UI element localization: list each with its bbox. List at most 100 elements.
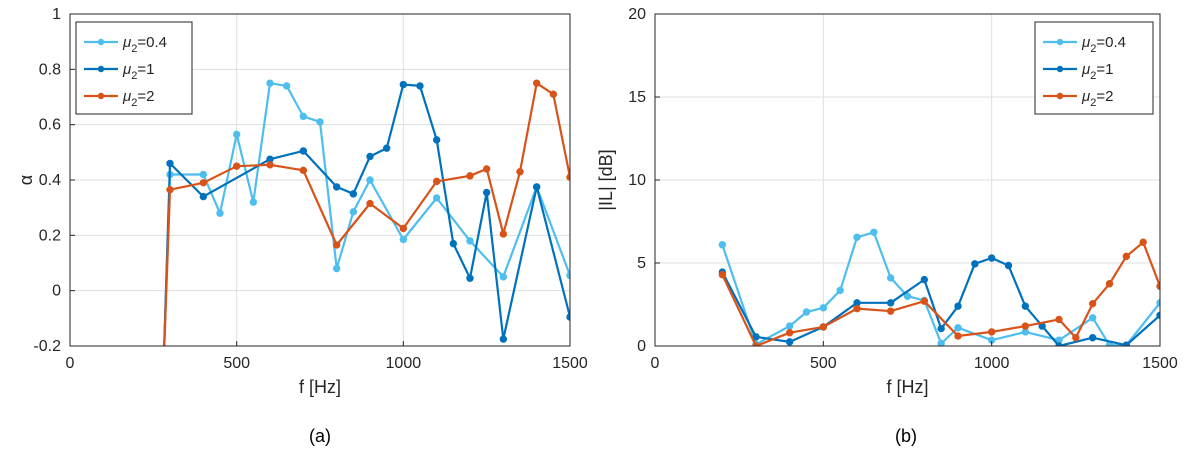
data-point <box>366 199 374 208</box>
data-point <box>1055 315 1063 324</box>
data-point <box>987 328 996 336</box>
legend-entry: μ2=2 <box>1043 88 1113 109</box>
legend-swatch-marker <box>97 38 105 46</box>
data-point <box>166 185 174 194</box>
x-axis-label: f [Hz] <box>886 377 928 397</box>
data-point <box>416 82 424 90</box>
x-tick-label: 500 <box>810 355 837 372</box>
data-point <box>1156 311 1160 319</box>
data-point <box>802 308 811 316</box>
data-point <box>785 338 794 346</box>
data-point <box>954 302 962 310</box>
data-point <box>1156 299 1160 307</box>
data-point <box>349 208 358 216</box>
data-point <box>937 339 945 346</box>
data-point <box>466 172 474 180</box>
data-point <box>466 237 474 245</box>
series-mu04 <box>718 228 1160 346</box>
data-point <box>366 176 374 184</box>
series-line <box>721 256 1160 346</box>
data-point <box>432 194 441 202</box>
data-point <box>499 230 508 238</box>
data-point <box>466 274 474 282</box>
data-point <box>232 130 241 139</box>
data-point <box>482 165 491 173</box>
data-point <box>987 254 996 262</box>
data-point <box>199 170 208 179</box>
legend-label: μ2=2 <box>1081 88 1113 109</box>
data-point <box>836 286 844 295</box>
data-point <box>332 183 341 191</box>
data-point <box>886 274 895 282</box>
data-point <box>516 168 524 176</box>
y-tick-label: 0.8 <box>39 61 61 78</box>
legend-entry: μ2=1 <box>1043 61 1113 82</box>
data-point <box>886 299 895 307</box>
data-point <box>216 209 224 217</box>
y-tick-label: 0.2 <box>39 227 61 244</box>
data-point <box>249 198 258 206</box>
data-point <box>870 228 878 236</box>
data-point <box>937 324 945 333</box>
data-point <box>482 188 491 197</box>
data-point <box>853 304 861 313</box>
legend-label: μ2=1 <box>122 61 154 82</box>
y-axis-label: α <box>16 175 36 185</box>
legend-swatch-marker <box>1056 65 1064 73</box>
data-point <box>160 370 166 376</box>
y-tick-label: 15 <box>628 89 646 106</box>
legend-label: μ2=2 <box>122 88 154 109</box>
data-point <box>549 90 558 98</box>
x-tick-label: 1500 <box>552 355 588 372</box>
data-point <box>199 179 208 187</box>
data-point <box>1139 238 1147 246</box>
data-point <box>1122 252 1131 261</box>
legend-entry: μ2=1 <box>84 61 154 82</box>
data-point <box>718 270 727 279</box>
data-point <box>954 324 962 332</box>
legend: μ2=0.4 μ2=1 μ2=2 <box>75 21 193 115</box>
y-axis-label: |IL| [dB] <box>596 149 616 210</box>
y-tick-label: 5 <box>637 255 646 272</box>
legend-swatch-marker <box>97 92 105 100</box>
chart-a: 0 500 1000 1500 -0.2 0 0.2 0.4 0.6 0.8 1 f [Hz] α (a)… <box>16 6 588 446</box>
legend-label: μ2=0.4 <box>1081 34 1126 55</box>
y-tick-label: 0 <box>52 283 61 300</box>
legend-entry: μ2=2 <box>84 88 154 109</box>
data-point <box>166 159 174 168</box>
legend-label: μ2=0.4 <box>122 34 167 55</box>
y-tick-label: 1 <box>52 6 61 23</box>
chart-b: 0 500 1000 1500 0 5 10 15 20 f [Hz] |IL| [dB] (b) μ2… <box>596 6 1178 446</box>
x-tick-label: 1000 <box>386 355 422 372</box>
y-tick-label: 0.4 <box>39 172 61 189</box>
data-point <box>1088 334 1097 342</box>
legend-swatch-marker <box>1056 38 1064 46</box>
data-point <box>1105 280 1114 288</box>
data-point <box>266 79 274 87</box>
data-point <box>1021 322 1030 330</box>
data-point <box>449 239 458 248</box>
panel-caption: (b) <box>895 426 917 446</box>
data-point <box>920 297 929 305</box>
legend-entry: μ2=0.4 <box>84 34 167 55</box>
x-axis-label: f [Hz] <box>299 377 341 397</box>
data-point <box>266 161 274 169</box>
data-point <box>299 166 308 175</box>
data-point <box>532 183 541 191</box>
legend-label: μ2=1 <box>1081 61 1113 82</box>
legend-entry: μ2=0.4 <box>1043 34 1126 55</box>
y-tick-label: 10 <box>628 172 646 189</box>
data-point <box>785 322 794 330</box>
y-tick-label: -0.2 <box>33 338 61 355</box>
x-tick-label: 500 <box>223 355 250 372</box>
data-point <box>819 323 828 331</box>
x-tick-label: 1000 <box>974 355 1010 372</box>
y-tick-label: 20 <box>628 6 646 23</box>
legend-swatch-marker <box>97 65 105 73</box>
data-point <box>532 79 541 87</box>
y-tick-label: 0.6 <box>39 117 61 134</box>
data-point <box>903 292 912 300</box>
series-mu1 <box>718 254 1160 346</box>
data-point <box>199 192 208 201</box>
data-point <box>853 233 861 241</box>
